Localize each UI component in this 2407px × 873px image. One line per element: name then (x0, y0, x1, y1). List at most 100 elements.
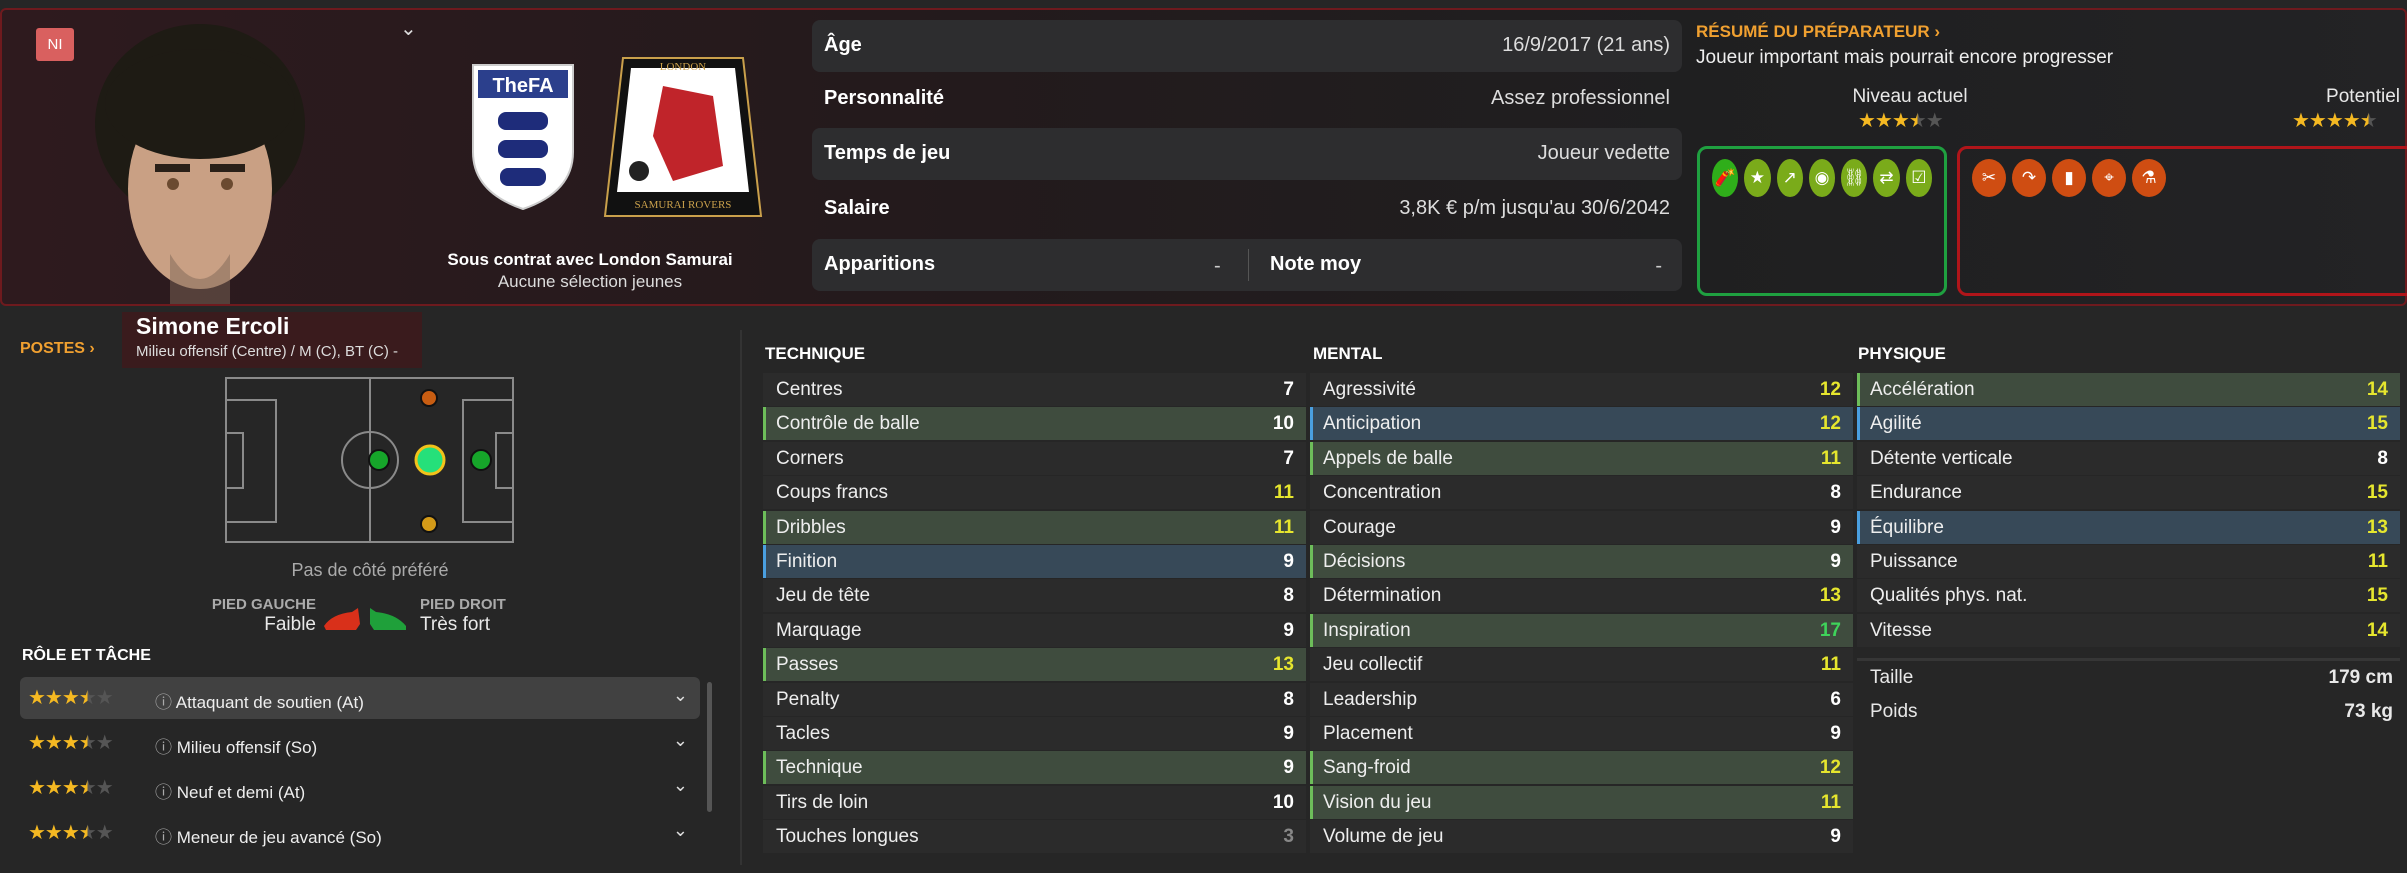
attribute-row[interactable]: Vision du jeu 11 (1310, 785, 1853, 819)
attribute-row[interactable]: Finition 9 (763, 544, 1306, 578)
attribute-row[interactable]: Vitesse 14 (1857, 613, 2400, 647)
cone-target-icon[interactable]: ⌖ (2092, 159, 2126, 197)
role-stars: ★★★★★ (28, 822, 114, 844)
info-icon[interactable]: ⓘ (155, 783, 172, 802)
role-row[interactable]: ★★★★★ ⓘ Neuf et demi (At) ⌄ (20, 767, 700, 809)
attribute-name: Décisions (1323, 550, 1406, 572)
player-name: Simone Ercoli (136, 313, 290, 339)
head-target-icon[interactable]: ◉ (1808, 159, 1836, 197)
attribute-row[interactable]: Dribbles 11 (763, 510, 1306, 544)
attribute-row[interactable]: Touches longues 3 (763, 820, 1306, 854)
coach-summary: Joueur important mais pourrait encore pr… (1696, 47, 2114, 68)
current-ability-label: Niveau actuel (1852, 86, 1968, 107)
trend-up-icon[interactable]: ↗ (1776, 159, 1803, 197)
player-face-image (95, 24, 305, 304)
attribute-row[interactable]: Contrôle de balle 10 (763, 407, 1306, 441)
attribute-row[interactable]: Courage 9 (1310, 510, 1853, 544)
attribute-value: 11 (1273, 516, 1294, 538)
attribute-row[interactable]: Agilité 15 (1857, 407, 2400, 441)
phone-hand-icon[interactable]: ▮ (2052, 159, 2086, 197)
chevron-down-icon[interactable]: ⌄ (672, 820, 688, 840)
chevron-down-icon[interactable]: ⌄ (672, 730, 688, 750)
attribute-row[interactable]: Concentration 8 (1310, 476, 1853, 510)
attribute-row[interactable]: Accélération 14 (1857, 373, 2400, 406)
chevron-down-icon[interactable]: ⌄ (672, 775, 688, 795)
attribute-row[interactable]: Équilibre 13 (1857, 510, 2400, 544)
attribute-row[interactable]: Technique 9 (763, 751, 1306, 785)
attribute-name: Dribbles (776, 516, 846, 538)
attribute-row[interactable]: Anticipation 12 (1310, 407, 1853, 441)
info-icon[interactable]: ⓘ (155, 828, 172, 847)
attribute-row[interactable]: Leadership 6 (1310, 682, 1853, 716)
attribute-row[interactable]: Décisions 9 (1310, 544, 1853, 578)
chevron-down-icon[interactable]: ⌄ (400, 18, 417, 40)
attribute-row[interactable]: Endurance 15 (1857, 476, 2400, 510)
attribute-value: 8 (1830, 482, 1841, 504)
attribute-name: Détermination (1323, 585, 1442, 607)
position-dot (420, 515, 438, 533)
attribute-name: Vitesse (1870, 619, 1932, 641)
arrows-icon[interactable]: ⇄ (1873, 159, 1900, 197)
role-row[interactable]: ★★★★★ ⓘ Attaquant de soutien (At) ⌄ (20, 677, 700, 719)
attribute-row[interactable]: Tacles 9 (763, 716, 1306, 750)
attribute-row[interactable]: Puissance 11 (1857, 544, 2400, 578)
role-row[interactable]: ★★★★★ ⓘ Meneur de jeu avancé (So) ⌄ (20, 812, 700, 854)
attribute-row[interactable]: Centres 7 (763, 373, 1306, 406)
divider (1857, 658, 2400, 661)
role-stars: ★★★★★ (28, 687, 114, 709)
chevron-down-icon[interactable]: ⌄ (672, 685, 688, 705)
attribute-name: Contrôle de balle (776, 413, 920, 435)
star-icon[interactable]: ★ (1744, 159, 1771, 197)
attribute-value: 10 (1272, 791, 1294, 813)
attribute-name: Penalty (776, 688, 840, 710)
roles-scrollbar[interactable] (707, 682, 712, 812)
attribute-row[interactable]: Appels de balle 11 (1310, 441, 1853, 475)
info-row-playing-time: Temps de jeu Joueur vedette (812, 128, 1682, 180)
checklist-icon[interactable]: ☑ (1905, 159, 1932, 197)
info-icon[interactable]: ⓘ (155, 693, 172, 712)
attribute-row[interactable]: Agressivité 12 (1310, 373, 1853, 406)
current-ability-stars: ★★★★★ (1858, 110, 1944, 132)
attribute-value: 11 (1820, 791, 1841, 813)
attribute-row[interactable]: Placement 9 (1310, 716, 1853, 750)
coach-report-link[interactable]: RÉSUMÉ DU PRÉPARATEUR › (1696, 22, 1940, 41)
positions-link[interactable]: POSTES › (20, 340, 95, 357)
role-row[interactable]: ★★★★★ ⓘ Milieu offensif (So) ⌄ (20, 722, 700, 764)
ball-curve-icon[interactable]: ↷ (2012, 159, 2046, 197)
attribute-value: 12 (1819, 379, 1841, 400)
attribute-row[interactable]: Corners 7 (763, 441, 1306, 475)
attribute-value: 9 (1283, 722, 1294, 744)
technique-heading: TECHNIQUE (765, 344, 866, 363)
dynamite-icon[interactable]: 🧨 (1712, 159, 1739, 197)
attribute-row[interactable]: Détente verticale 8 (1857, 441, 2400, 475)
attribute-name: Agilité (1870, 413, 1922, 435)
attribute-value: 12 (1819, 757, 1841, 779)
attribute-row[interactable]: Passes 13 (763, 648, 1306, 682)
attribute-row[interactable]: Volume de jeu 9 (1310, 820, 1853, 854)
broken-bone-icon[interactable]: ✂ (1972, 159, 2006, 197)
attribute-name: Concentration (1323, 482, 1442, 504)
info-icon[interactable]: ⓘ (155, 738, 172, 757)
attribute-name: Passes (776, 654, 839, 676)
attribute-row[interactable]: Jeu de tête 8 (763, 579, 1306, 613)
info-value: 16/9/2017 (21 ans) (1502, 34, 1670, 56)
attribute-row[interactable]: Coups francs 11 (763, 476, 1306, 510)
link-icon[interactable]: ⛓ (1841, 159, 1868, 197)
weight-label: Poids (1870, 701, 1918, 722)
attribute-row[interactable]: Penalty 8 (763, 682, 1306, 716)
attribute-row[interactable]: Tirs de loin 10 (763, 785, 1306, 819)
attribute-value: 8 (2377, 447, 2388, 469)
role-stars: ★★★★★ (28, 777, 114, 799)
potential-label: Potentiel (2326, 86, 2400, 107)
boots-icon (324, 608, 406, 630)
flask-icon[interactable]: ⚗ (2132, 159, 2166, 197)
attribute-row[interactable]: Qualités phys. nat. 15 (1857, 579, 2400, 613)
status-badge[interactable]: NI (36, 28, 74, 61)
attribute-row[interactable]: Marquage 9 (763, 613, 1306, 647)
attribute-row[interactable]: Détermination 13 (1310, 579, 1853, 613)
attribute-name: Touches longues (776, 826, 919, 848)
attribute-row[interactable]: Jeu collectif 11 (1310, 648, 1853, 682)
attribute-row[interactable]: Sang-froid 12 (1310, 751, 1853, 785)
svg-text:LONDON: LONDON (660, 61, 706, 73)
attribute-row[interactable]: Inspiration 17 (1310, 613, 1853, 647)
